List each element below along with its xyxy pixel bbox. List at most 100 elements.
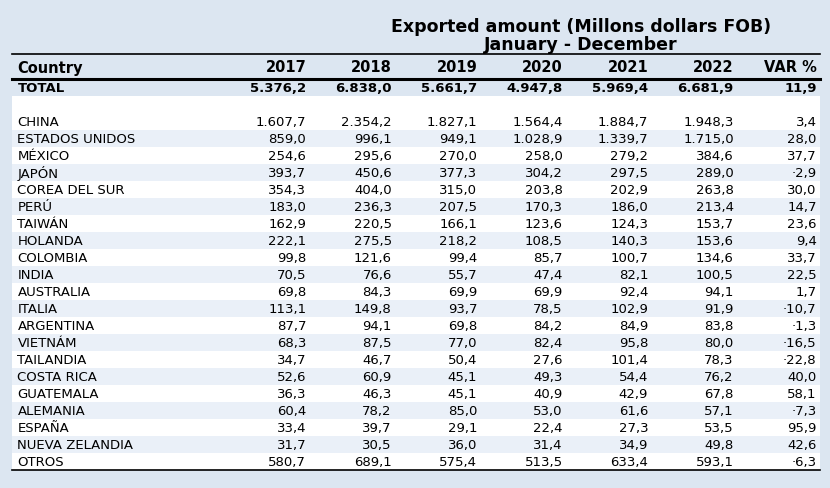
Text: 4.947,8: 4.947,8 [506,82,563,95]
Text: 83,8: 83,8 [705,319,734,332]
Text: 95,8: 95,8 [619,336,648,349]
Text: 689,1: 689,1 [354,455,392,468]
Text: 593,1: 593,1 [696,455,734,468]
Text: Exported amount (Millons dollars FOB): Exported amount (Millons dollars FOB) [391,18,771,36]
Text: 95,9: 95,9 [788,421,817,434]
Text: 275,5: 275,5 [354,235,392,247]
Text: 78,5: 78,5 [533,303,563,315]
Text: 69,8: 69,8 [448,319,477,332]
Text: 5.376,2: 5.376,2 [250,82,306,95]
Text: 279,2: 279,2 [610,150,648,163]
Text: 99,4: 99,4 [448,251,477,264]
Text: 140,3: 140,3 [610,235,648,247]
Text: ·6,3: ·6,3 [792,455,817,468]
Text: 39,7: 39,7 [362,421,392,434]
Text: 78,3: 78,3 [704,353,734,366]
Text: 55,7: 55,7 [447,268,477,282]
Text: 354,3: 354,3 [268,183,306,197]
Text: 37,7: 37,7 [787,150,817,163]
Text: 94,1: 94,1 [363,319,392,332]
Text: 1.884,7: 1.884,7 [598,116,648,129]
Text: 1.028,9: 1.028,9 [512,133,563,146]
Text: 40,0: 40,0 [788,370,817,383]
Text: HOLANDA: HOLANDA [17,235,83,247]
Text: OTROS: OTROS [17,455,64,468]
Text: 162,9: 162,9 [268,218,306,230]
Text: 27,3: 27,3 [618,421,648,434]
Text: 1.715,0: 1.715,0 [683,133,734,146]
Text: 1.948,3: 1.948,3 [683,116,734,129]
Text: ARGENTINA: ARGENTINA [17,319,95,332]
Text: CHINA: CHINA [17,116,59,129]
Text: 60,4: 60,4 [277,404,306,417]
Text: 207,5: 207,5 [439,201,477,214]
Text: INDIA: INDIA [17,268,54,282]
Text: 34,9: 34,9 [619,438,648,451]
Text: MÉXICO: MÉXICO [17,150,70,163]
Text: COSTA RICA: COSTA RICA [17,370,97,383]
Text: 101,4: 101,4 [610,353,648,366]
Text: GUATEMALA: GUATEMALA [17,387,99,400]
Text: 263,8: 263,8 [696,183,734,197]
Text: TAILANDIA: TAILANDIA [17,353,87,366]
Text: 54,4: 54,4 [619,370,648,383]
Text: ITALIA: ITALIA [17,303,57,315]
Text: 53,5: 53,5 [704,421,734,434]
Text: 36,3: 36,3 [276,387,306,400]
Text: 218,2: 218,2 [439,235,477,247]
Text: 450,6: 450,6 [354,167,392,180]
Text: 2020: 2020 [522,61,563,75]
Text: 93,7: 93,7 [447,303,477,315]
Text: 113,1: 113,1 [268,303,306,315]
Text: 170,3: 170,3 [525,201,563,214]
Text: 633,4: 633,4 [610,455,648,468]
Text: 258,0: 258,0 [525,150,563,163]
Text: 254,6: 254,6 [268,150,306,163]
Text: 1.564,4: 1.564,4 [512,116,563,129]
Text: 78,2: 78,2 [362,404,392,417]
Text: January - December: January - December [484,36,678,54]
Text: 5.969,4: 5.969,4 [592,82,648,95]
Text: 76,2: 76,2 [704,370,734,383]
Text: 289,0: 289,0 [696,167,734,180]
Text: 14,7: 14,7 [787,201,817,214]
Text: 183,0: 183,0 [268,201,306,214]
Text: 57,1: 57,1 [704,404,734,417]
Text: ·2,9: ·2,9 [792,167,817,180]
Text: 33,7: 33,7 [787,251,817,264]
Text: 29,1: 29,1 [447,421,477,434]
Text: 203,8: 203,8 [525,183,563,197]
Text: NUEVA ZELANDIA: NUEVA ZELANDIA [17,438,134,451]
Text: 46,7: 46,7 [363,353,392,366]
Text: 45,1: 45,1 [447,387,477,400]
Text: 202,9: 202,9 [610,183,648,197]
Text: VIETNÁM: VIETNÁM [17,336,77,349]
Text: 9,4: 9,4 [796,235,817,247]
Text: 52,6: 52,6 [276,370,306,383]
Text: 76,6: 76,6 [363,268,392,282]
Text: 69,9: 69,9 [448,285,477,298]
Text: 153,6: 153,6 [696,235,734,247]
Text: 69,8: 69,8 [277,285,306,298]
Text: 84,3: 84,3 [363,285,392,298]
Text: 121,6: 121,6 [354,251,392,264]
Text: 46,3: 46,3 [363,387,392,400]
Text: 68,3: 68,3 [277,336,306,349]
Text: 69,9: 69,9 [534,285,563,298]
Text: 393,7: 393,7 [268,167,306,180]
Text: 153,7: 153,7 [696,218,734,230]
Text: 2021: 2021 [608,61,648,75]
Text: ·10,7: ·10,7 [783,303,817,315]
Text: 236,3: 236,3 [354,201,392,214]
Text: ·16,5: ·16,5 [783,336,817,349]
Text: 384,6: 384,6 [696,150,734,163]
Text: ·22,8: ·22,8 [783,353,817,366]
Text: 2.354,2: 2.354,2 [341,116,392,129]
Text: 30,5: 30,5 [362,438,392,451]
Text: 31,7: 31,7 [276,438,306,451]
Text: 87,5: 87,5 [362,336,392,349]
Text: 100,7: 100,7 [610,251,648,264]
Text: 377,3: 377,3 [439,167,477,180]
Text: 67,8: 67,8 [705,387,734,400]
Text: 49,8: 49,8 [705,438,734,451]
